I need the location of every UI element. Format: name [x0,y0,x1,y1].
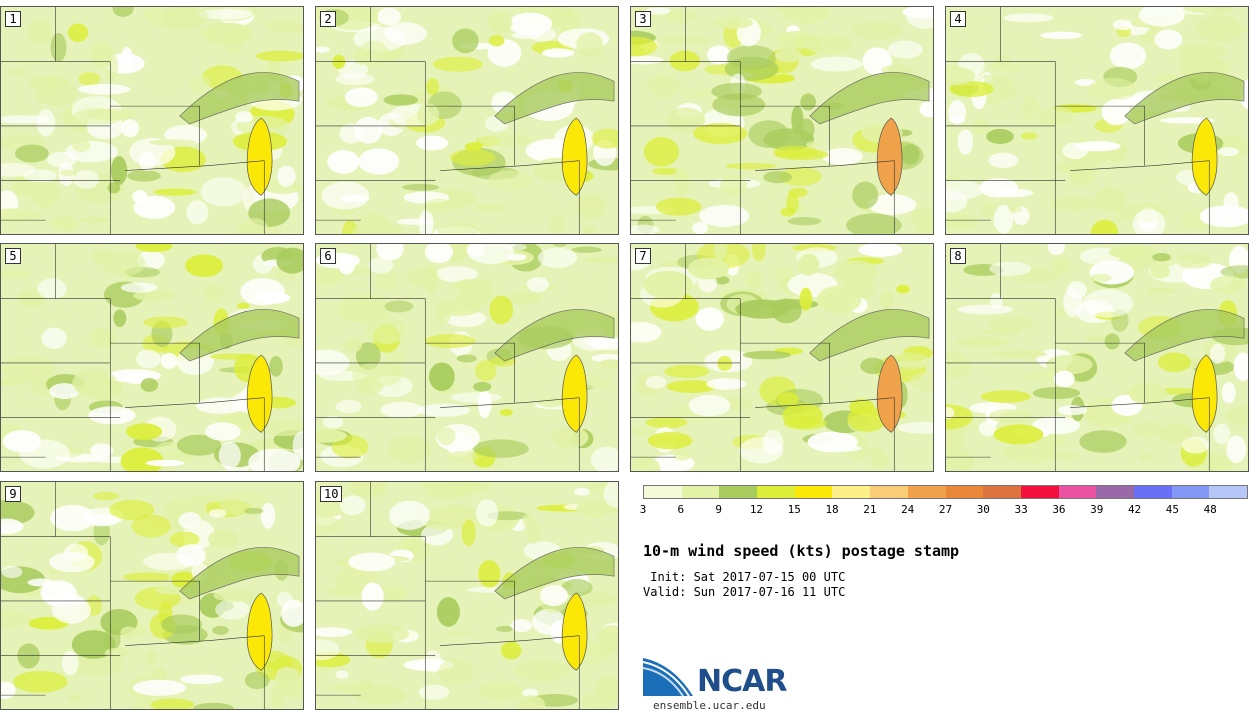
panel-number: 10 [320,486,343,502]
colorbar-segment [681,486,720,498]
valid-time: Valid: Sun 2017-07-16 11 UTC [643,585,846,599]
panel-number: 4 [950,11,966,27]
colorbar-segment [1171,486,1210,498]
panel-number: 2 [320,11,336,27]
chart-title: 10-m wind speed (kts) postage stamp [643,542,960,560]
wind-field-map [1,7,303,234]
colorbar-tick-label: 42 [1127,503,1142,516]
colorbar-segment [832,486,871,498]
forecast-panel-6: 6 [315,243,619,472]
colorbar-tick-label: 18 [825,503,839,516]
colorbar-tick-label: 33 [1014,503,1028,516]
forecast-panel-5: 5 [0,243,304,472]
wind-field-map [1,244,303,471]
colorbar [643,485,1248,499]
colorbar-segment [1020,486,1059,498]
colorbar-segment [983,486,1021,498]
colorbar-tick-label: 30 [976,503,990,516]
panel-number: 6 [320,248,336,264]
panel-number: 8 [950,248,966,264]
wind-field-map [316,7,618,234]
colorbar-segment [907,486,946,498]
colorbar-segment [1058,486,1097,498]
colorbar-tick-label: 39 [1090,503,1104,516]
wind-field-map [631,7,933,234]
colorbar-tick-label: 21 [863,503,877,516]
colorbar-segment [757,486,795,498]
colorbar-labels: 3 6 9 12 15 18 21 24 27 30 33 36 39 42 45 48 [639,503,1248,517]
colorbar-segment [1096,486,1134,498]
wind-field-map [316,244,618,471]
ncar-logo-icon[interactable] [643,656,803,712]
colorbar-tick-label: 48 [1203,503,1217,516]
colorbar-segment [1133,486,1172,498]
panel-number: 7 [635,248,651,264]
colorbar-segment [719,486,758,498]
forecast-panel-4: 4 [945,6,1249,235]
colorbar-segment [1209,486,1247,498]
colorbar-tick-label: 24 [901,503,915,516]
colorbar-tick-label: 3 [639,503,647,516]
logo-url[interactable]: ensemble.ucar.edu [653,699,766,712]
colorbar-segment [794,486,833,498]
forecast-panel-10: 10 [315,481,619,710]
forecast-panel-2: 2 [315,6,619,235]
colorbar-tick-label: 27 [938,503,953,516]
wind-field-map [316,482,618,709]
panel-number: 1 [5,11,21,27]
logo-text: NCAR [697,664,787,699]
panel-number: 3 [635,11,651,27]
panel-number: 5 [5,248,21,264]
panel-number: 9 [5,486,21,502]
forecast-panel-7: 7 [630,243,934,472]
forecast-panel-8: 8 [945,243,1249,472]
colorbar-tick-label: 12 [749,503,764,516]
wind-field-map [946,244,1248,471]
forecast-panel-3: 3 [630,6,934,235]
colorbar-tick-label: 9 [715,503,722,516]
forecast-panel-9: 9 [0,481,304,710]
wind-field-map [1,482,303,709]
colorbar-tick-label: 45 [1165,503,1179,516]
colorbar-segment [945,486,984,498]
forecast-panel-1: 1 [0,6,304,235]
colorbar-segment [644,486,682,498]
wind-field-map [631,244,933,471]
colorbar-tick-label: 36 [1052,503,1066,516]
colorbar-tick-label: 6 [677,503,685,516]
colorbar-segment [870,486,908,498]
wind-field-map [946,7,1248,234]
colorbar-tick-label: 15 [787,503,801,516]
init-time: Init: Sat 2017-07-15 00 UTC [643,570,846,584]
